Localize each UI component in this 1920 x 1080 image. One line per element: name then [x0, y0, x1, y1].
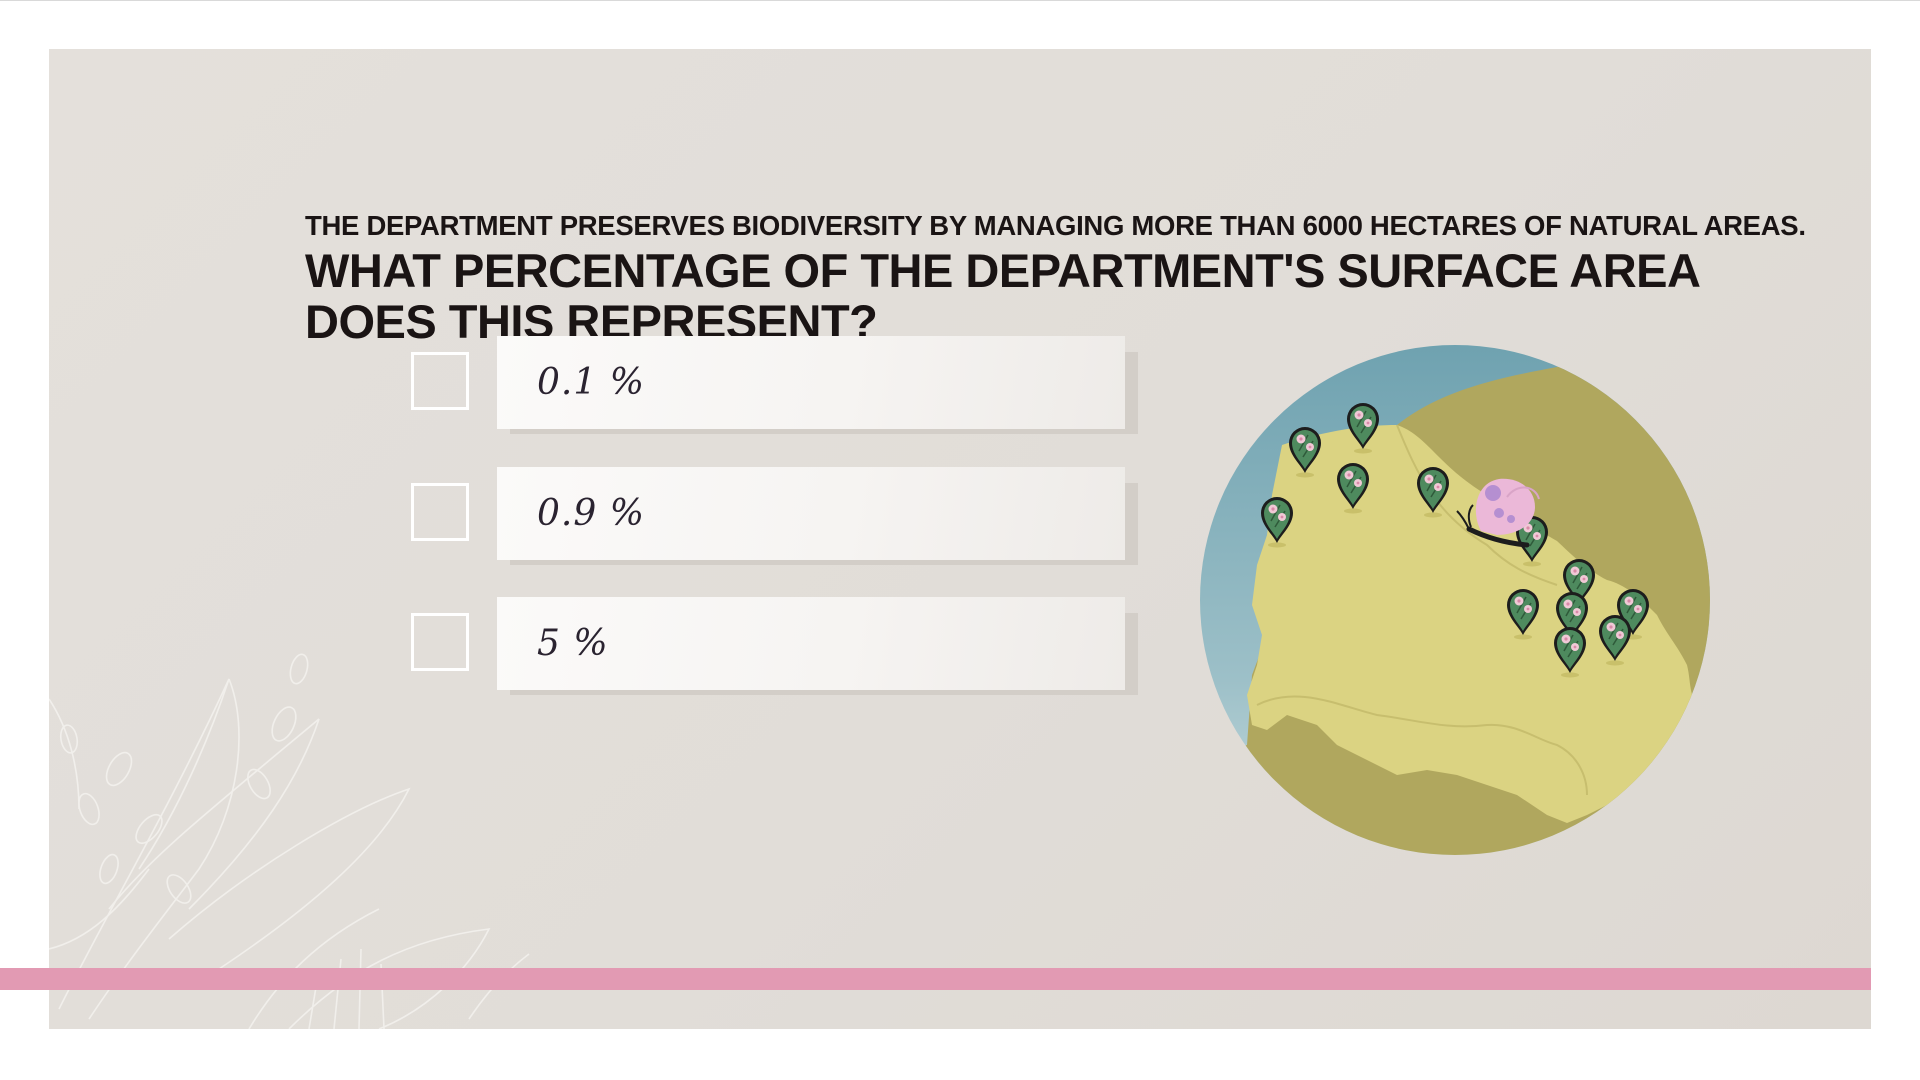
answer-button-1[interactable]: 0.1 % — [497, 336, 1125, 429]
answer-option-2[interactable]: 0.9 % — [411, 467, 1141, 567]
quiz-card: THE DEPARTMENT PRESERVES BIODIVERSITY BY… — [49, 49, 1871, 1029]
answer-button-2[interactable]: 0.9 % — [497, 467, 1125, 560]
answer-option-1[interactable]: 0.1 % — [411, 336, 1141, 436]
region-map-illustration — [1187, 345, 1747, 905]
answer-label-3: 5 % — [537, 623, 609, 664]
top-rule — [0, 0, 1920, 1]
answer-checkbox-1[interactable] — [411, 352, 469, 410]
answer-label-2: 0.9 % — [537, 493, 645, 534]
question-title: WHAT PERCENTAGE OF THE DEPARTMENT'S SURF… — [305, 245, 1825, 347]
answer-checkbox-2[interactable] — [411, 483, 469, 541]
question-line-1: WHAT PERCENTAGE OF THE DEPARTMENT'S SURF… — [305, 244, 1701, 297]
answer-option-3[interactable]: 5 % — [411, 597, 1141, 697]
question-block: THE DEPARTMENT PRESERVES BIODIVERSITY BY… — [305, 209, 1825, 347]
answer-label-1: 0.1 % — [537, 362, 645, 403]
answer-checkbox-3[interactable] — [411, 613, 469, 671]
question-intro: THE DEPARTMENT PRESERVES BIODIVERSITY BY… — [305, 210, 1806, 241]
answer-button-3[interactable]: 5 % — [497, 597, 1125, 690]
butterfly-icon — [1456, 478, 1540, 548]
accent-bar — [0, 968, 1871, 990]
region-map — [1200, 345, 1710, 855]
